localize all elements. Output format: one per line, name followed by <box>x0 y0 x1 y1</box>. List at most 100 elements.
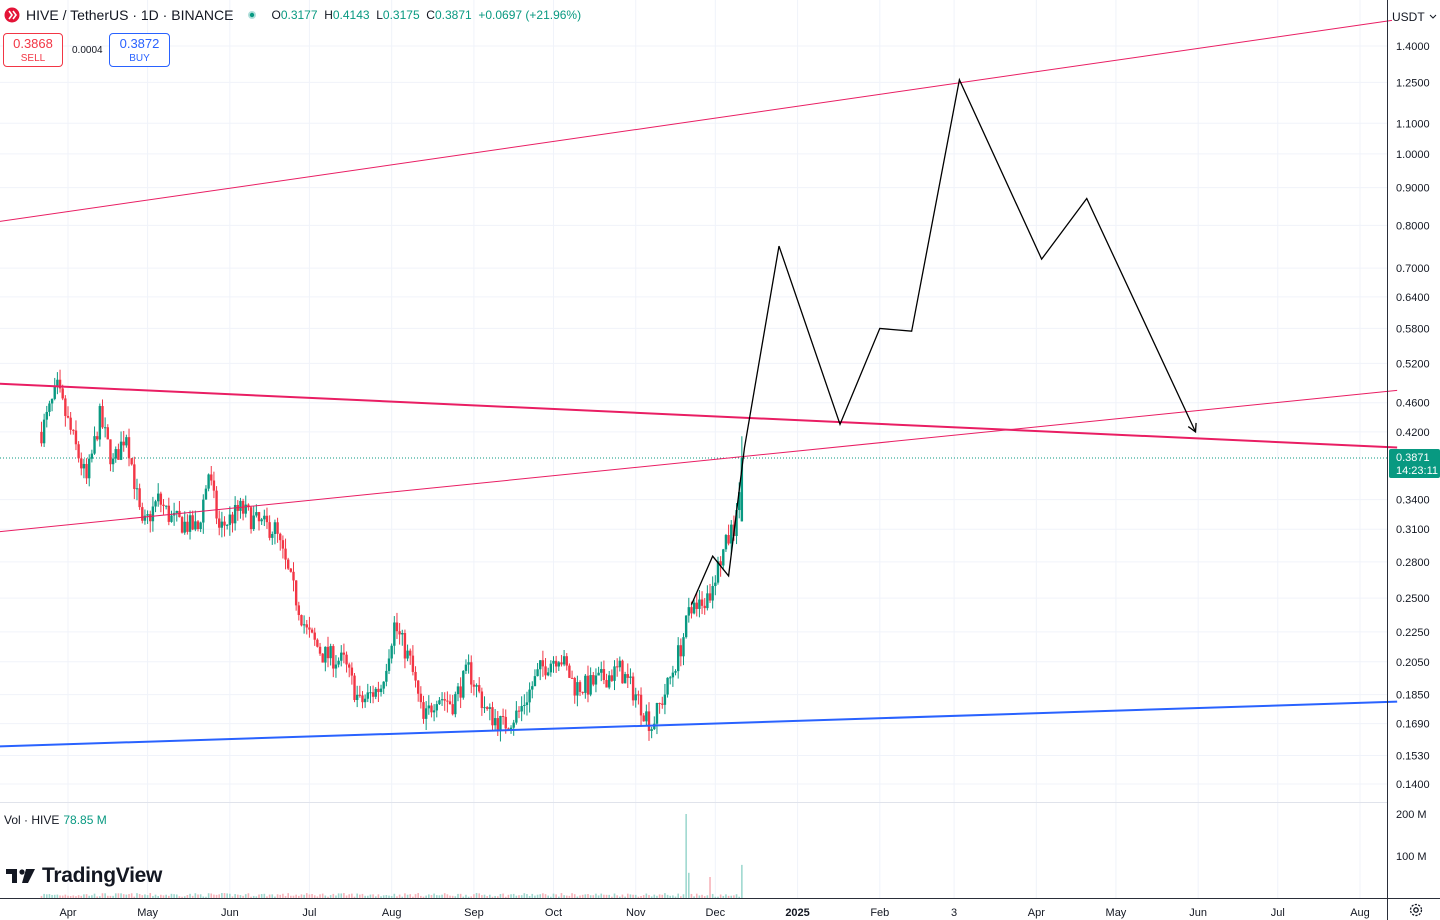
candle-body <box>539 660 542 670</box>
volume-bar <box>210 893 213 898</box>
volume-bar <box>165 894 167 898</box>
volume-bar <box>343 893 345 898</box>
candle-body <box>294 580 298 606</box>
volume-bar <box>491 896 494 898</box>
volume-bar <box>725 894 727 898</box>
last-price-value: 0.3871 <box>1396 452 1430 464</box>
candle-body <box>517 710 521 712</box>
symbol-title[interactable]: HIVE / TetherUS · 1D · BINANCE <box>26 7 234 23</box>
volume-bar <box>515 895 518 898</box>
candle-body <box>308 627 311 630</box>
volume-bar <box>632 894 634 898</box>
time-axis[interactable]: Apr May Jun Jul Aug Sep Oct Nov Dec 2025 Feb 3 Apr Ma… <box>0 898 1440 920</box>
volume-bar <box>260 894 263 898</box>
volume-bar <box>680 896 682 898</box>
candle-body <box>727 535 730 544</box>
price-tick-label: 0.3100 <box>1396 524 1430 536</box>
trendline[interactable] <box>0 19 1398 226</box>
time-tick-label: Apr <box>1028 907 1045 919</box>
projection-line[interactable] <box>690 77 1197 605</box>
time-tick-label: Feb <box>870 907 889 919</box>
candle-body <box>300 615 303 626</box>
volume-bar <box>385 895 388 898</box>
candle-body <box>509 727 513 730</box>
price-tick-label: 1.0000 <box>1396 149 1430 161</box>
currency-selector[interactable]: USDT <box>1392 6 1438 28</box>
candle-body <box>586 675 590 695</box>
trendline[interactable] <box>0 389 1398 534</box>
projection-arrowhead[interactable] <box>1187 422 1197 434</box>
volume-bar <box>149 892 152 898</box>
candle-body <box>485 707 489 709</box>
volume-bar <box>483 894 486 898</box>
volume-bar <box>629 894 632 898</box>
candle-body <box>334 664 338 669</box>
volume-bar <box>568 895 571 898</box>
countdown-value: 14:23:11 <box>1396 465 1438 477</box>
candle-body <box>411 655 415 672</box>
candle-body <box>220 521 224 528</box>
volume-bar <box>711 893 714 898</box>
volume-bar <box>69 896 72 898</box>
candle-body <box>446 700 449 702</box>
candle-body <box>72 429 75 431</box>
volume-bar <box>690 893 693 898</box>
volume-bar <box>72 895 75 898</box>
volume-bar <box>104 893 106 898</box>
candle-body <box>608 675 611 688</box>
settings-icon[interactable] <box>1408 902 1424 918</box>
candle-body <box>183 521 186 533</box>
candle-body <box>265 515 269 523</box>
candle-body <box>56 379 59 387</box>
price-tick-label: 0.8000 <box>1396 220 1430 232</box>
volume-bar <box>674 896 677 898</box>
candle-body <box>424 708 428 719</box>
volume-bar <box>571 893 573 898</box>
volume-bar <box>133 896 136 898</box>
candle-body <box>332 646 335 669</box>
tradingview-logo[interactable]: TradingView <box>6 864 162 888</box>
volume-bar <box>160 894 162 898</box>
market-status-dot-icon <box>248 11 257 19</box>
trendline[interactable] <box>0 382 1398 449</box>
price-tick-label: 1.2500 <box>1396 77 1430 89</box>
volume-bar <box>698 895 701 898</box>
volume-bar <box>221 893 223 898</box>
volume-bar <box>154 894 157 898</box>
volume-bar <box>146 895 149 898</box>
candle-body <box>724 535 728 550</box>
sell-button[interactable]: 0.3868 SELL <box>3 33 63 67</box>
volume-bar <box>637 896 640 898</box>
candle-body <box>286 559 290 569</box>
volume-bar <box>377 894 380 898</box>
projection-path[interactable] <box>690 77 1197 605</box>
volume-bar <box>252 895 255 898</box>
candle-body <box>658 702 661 704</box>
candle-body <box>523 704 526 706</box>
candle-body <box>698 599 701 609</box>
volume-bar <box>438 895 441 898</box>
candle-body <box>263 515 266 520</box>
volume-bar <box>547 895 549 898</box>
time-tick-label: Aug <box>382 907 402 919</box>
volume-bar <box>298 895 300 898</box>
volume-bar <box>401 896 404 898</box>
price-tick-label: 0.1690 <box>1396 719 1430 731</box>
price-axis[interactable]: 1.4000 1.2500 1.1000 1.0000 0.9000 0.8000 0.70… <box>1387 0 1440 920</box>
candle-body <box>180 517 184 533</box>
trendline[interactable] <box>0 700 1398 748</box>
candle-body <box>501 716 505 718</box>
volume-bar <box>332 893 335 898</box>
volume-bar <box>719 894 722 898</box>
volume-legend: Vol · HIVE 78.85 M <box>4 813 107 827</box>
candle-body <box>515 710 518 723</box>
trendlines[interactable] <box>0 19 1398 748</box>
candle-body <box>435 704 438 711</box>
candle-body <box>252 515 255 530</box>
candle-body <box>679 645 683 657</box>
candle-body <box>66 415 70 418</box>
candle-body <box>337 660 340 665</box>
candle-body <box>268 522 271 538</box>
buy-button[interactable]: 0.3872 BUY <box>109 33 170 67</box>
